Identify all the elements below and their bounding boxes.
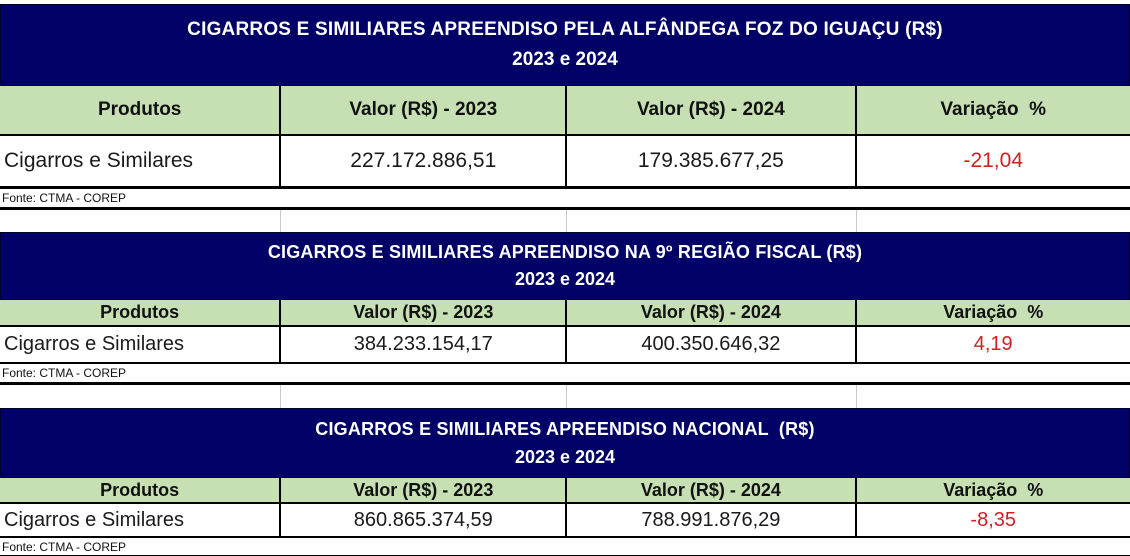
column-header-valor-2023: Valor (R$) - 2023 — [281, 300, 568, 325]
source-note: Fonte: CTMA - COREP — [0, 188, 1130, 210]
source-note: Fonte: CTMA - COREP — [0, 538, 1130, 556]
spacer-row — [0, 385, 1130, 408]
column-header-variacao: Variação % — [940, 99, 1047, 120]
table-nacional: CIGARROS E SIMILIARES APREENDISO NACIONA… — [0, 408, 1130, 556]
valor-2023-cell: 384.233.154,17 — [281, 327, 568, 362]
table-title-bar: CIGARROS E SIMILIARES APREENDISO NA 9º R… — [0, 232, 1130, 300]
column-header-valor-2024: Valor (R$) - 2024 — [567, 478, 857, 502]
valor-2024-cell: 788.991.876,29 — [567, 504, 857, 536]
column-header-valor-2024: Valor (R$) - 2024 — [567, 86, 857, 134]
column-header-valor-2023: Valor (R$) - 2023 — [281, 86, 568, 134]
source-note-label: Fonte: CTMA - COREP — [2, 191, 127, 205]
table-title-bar: CIGARROS E SIMILIARES APREENDISO NACIONA… — [0, 408, 1130, 478]
top-margin — [0, 0, 1130, 4]
column-header-produtos: Produtos — [0, 300, 282, 325]
spacer-row — [0, 210, 1130, 232]
table-header-row: Produtos Valor (R$) - 2023 Valor (R$) - … — [0, 478, 1130, 504]
table-header-row: Produtos Valor (R$) - 2023 Valor (R$) - … — [0, 86, 1130, 136]
table-title-bar: CIGARROS E SIMILIARES APREENDISO PELA AL… — [0, 4, 1130, 86]
source-note-label: Fonte: CTMA - COREP — [2, 539, 127, 554]
table-header-row: Produtos Valor (R$) - 2023 Valor (R$) - … — [0, 300, 1130, 327]
valor-2024-cell: 179.385.677,25 — [567, 136, 857, 186]
column-header-produtos: Produtos — [0, 86, 282, 134]
table-title: CIGARROS E SIMILIARES APREENDISO NA 9º R… — [267, 242, 863, 262]
column-header-variacao: Variação % — [943, 302, 1044, 322]
product-cell: Cigarros e Similares — [0, 504, 282, 536]
valor-2023-cell: 227.172.886,51 — [281, 136, 568, 186]
table-title: CIGARROS E SIMILIARES APREENDISO PELA AL… — [187, 19, 943, 40]
table-alfandega-foz-do-iguacu: CIGARROS E SIMILIARES APREENDISO PELA AL… — [0, 4, 1130, 232]
variacao-cell: -8,35 — [970, 508, 1017, 531]
table-subtitle: 2023 e 2024 — [512, 49, 618, 70]
table-title: CIGARROS E SIMILIARES APREENDISO NACIONA… — [315, 419, 815, 439]
column-header-valor-2024: Valor (R$) - 2024 — [567, 300, 857, 325]
valor-2023-cell: 860.865.374,59 — [281, 504, 568, 536]
column-header-produtos: Produtos — [0, 478, 282, 502]
table-row: Cigarros e Similares 384.233.154,17 400.… — [0, 327, 1130, 364]
table-subtitle: 2023 e 2024 — [514, 269, 616, 289]
source-note-label: Fonte: CTMA - COREP — [2, 366, 127, 380]
column-header-valor-2023: Valor (R$) - 2023 — [281, 478, 568, 502]
valor-2024-cell: 400.350.646,32 — [567, 327, 857, 362]
table-subtitle: 2023 e 2024 — [514, 447, 616, 467]
column-header-variacao: Variação % — [943, 479, 1044, 500]
source-note: Fonte: CTMA - COREP — [0, 364, 1130, 385]
table-nona-regiao-fiscal: CIGARROS E SIMILIARES APREENDISO NA 9º R… — [0, 232, 1130, 408]
table-row: Cigarros e Similares 227.172.886,51 179.… — [0, 136, 1130, 188]
product-cell: Cigarros e Similares — [0, 327, 282, 362]
table-row: Cigarros e Similares 860.865.374,59 788.… — [0, 504, 1130, 538]
variacao-cell: -21,04 — [963, 149, 1023, 172]
product-cell: Cigarros e Similares — [0, 136, 282, 186]
variacao-cell: 4,19 — [973, 333, 1013, 355]
